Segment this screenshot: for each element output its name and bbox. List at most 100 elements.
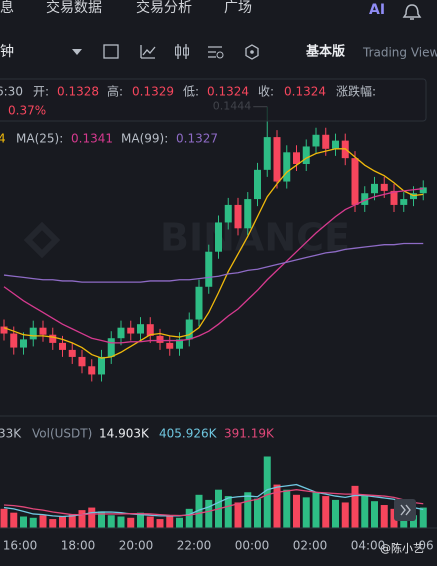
icon[interactable] — [208, 46, 222, 58]
candle-body — [302, 146, 310, 164]
volume-bar — [361, 494, 369, 528]
candle-body — [166, 342, 174, 349]
candle-body — [78, 356, 86, 367]
candle-body — [361, 193, 369, 205]
candle-body — [117, 327, 125, 339]
info-box — [0, 78, 427, 122]
volume-bar — [127, 517, 135, 528]
volume-bar — [332, 499, 339, 528]
icon — [175, 46, 181, 56]
volume-bar — [88, 507, 96, 528]
candle-body — [10, 333, 18, 348]
volume-bar — [146, 516, 154, 528]
vol-ma-value: 405.926K — [159, 427, 218, 441]
candle-body — [0, 326, 8, 334]
volume-bar — [283, 489, 291, 528]
candle-body — [107, 338, 115, 357]
candle-body — [254, 169, 261, 200]
tab[interactable]: 交易数据 — [46, 0, 102, 16]
candle-body — [332, 140, 339, 149]
volume-bar — [98, 511, 105, 528]
volume-bar — [29, 517, 37, 528]
volume-bar — [263, 456, 271, 528]
x-tick-label: 02:00 — [293, 539, 328, 553]
candle-body — [68, 349, 76, 357]
icon[interactable] — [245, 44, 259, 60]
info-label: 涨跌幅: — [336, 84, 376, 99]
icon[interactable] — [103, 44, 119, 59]
x-tick-label: 00:00 — [235, 539, 270, 553]
x-tick-label: 22:00 — [177, 539, 212, 553]
x-tick-label: 06 — [418, 539, 433, 553]
candle-body — [137, 324, 144, 334]
candle-body — [195, 286, 203, 320]
watermark-logo — [23, 221, 61, 259]
volume-bar — [244, 492, 252, 528]
volume-bar — [380, 505, 388, 528]
tab[interactable]: 信息 — [0, 0, 14, 16]
x-tick-label: 18:00 — [61, 539, 96, 553]
volume-bar — [156, 519, 164, 528]
volume-bar — [322, 496, 330, 528]
interval[interactable]: 分钟 — [0, 43, 14, 60]
info-label: 收: — [258, 85, 274, 99]
volume-bar — [59, 516, 66, 528]
info-label: 高: — [107, 84, 123, 99]
ma-line — [3, 148, 424, 359]
candle-body — [224, 204, 232, 223]
candle-body — [371, 183, 378, 194]
candle-body — [49, 334, 57, 343]
x-tick-label: 16:00 — [3, 539, 38, 553]
dropdown-arrow[interactable] — [72, 49, 82, 55]
basic-mode[interactable]: 基本版 — [305, 44, 345, 60]
ai-button[interactable]: AI — [369, 2, 385, 18]
candle-body — [98, 356, 105, 375]
vol-label: Vol(USDT) — [32, 427, 92, 441]
tab[interactable]: 广场 — [224, 0, 252, 16]
tab[interactable]: 交易分析 — [136, 0, 192, 16]
volume-bar — [224, 496, 232, 528]
candle-body — [293, 152, 300, 164]
icon — [250, 50, 254, 54]
info-value: 0.1328 — [57, 85, 99, 99]
volume-bar — [302, 497, 310, 528]
icon[interactable] — [177, 44, 187, 59]
volume-bar — [166, 515, 174, 528]
volume-bar — [254, 498, 261, 528]
candle-body — [59, 342, 66, 350]
candle-body — [273, 137, 281, 182]
volume-bar — [20, 516, 27, 528]
candle-body — [322, 134, 330, 149]
ma7-value: 4 — [0, 132, 6, 146]
ma-value: 0.1341 — [71, 132, 113, 146]
candle-body — [39, 327, 47, 335]
tradingview-mode[interactable]: Trading View — [362, 46, 437, 60]
volume-bar — [185, 508, 193, 528]
candle-body — [205, 251, 213, 287]
volume-bar — [234, 502, 242, 528]
volume-bar — [195, 494, 203, 528]
ma-label: MA(25): — [16, 132, 63, 146]
scroll-icon — [400, 504, 411, 516]
volume-bar — [137, 512, 144, 528]
volume-bar — [273, 484, 281, 528]
volume-ma-line — [3, 489, 424, 517]
candle-body — [29, 327, 37, 340]
info-time: 6:30 — [0, 85, 23, 99]
icon[interactable] — [140, 45, 156, 59]
info-value: 0.1324 — [284, 85, 326, 99]
candle-body — [176, 339, 183, 349]
volume-bar — [341, 502, 349, 528]
vol-value: 14.903K — [99, 427, 150, 441]
info-label: 开: — [33, 85, 49, 99]
credit: @陈小艺 — [380, 541, 424, 555]
volume-bar — [78, 510, 86, 528]
candle-body — [215, 222, 222, 252]
bell-icon[interactable] — [402, 4, 422, 20]
ma-line — [3, 242, 424, 283]
x-tick-label: 04:00 — [351, 539, 386, 553]
ma-line — [3, 187, 424, 344]
icon — [216, 51, 224, 59]
volume-bar — [68, 513, 76, 528]
